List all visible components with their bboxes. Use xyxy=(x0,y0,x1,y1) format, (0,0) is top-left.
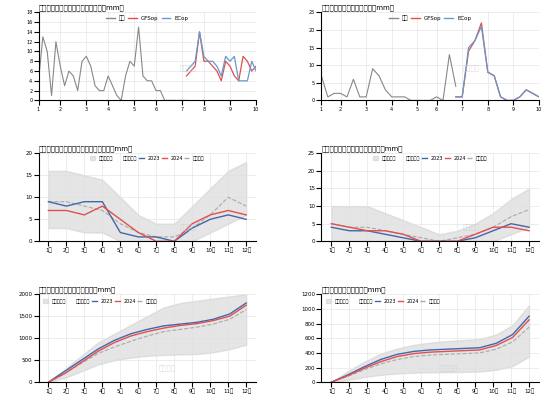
Text: 巴西马托格罗索州十天移动平均降雨量（mm）: 巴西马托格罗索州十天移动平均降雨量（mm） xyxy=(39,145,133,152)
Legend: 历史最高值, 历史最低值, 2023, 2024, 历史均值: 历史最高值, 历史最低值, 2023, 2024, 历史均值 xyxy=(88,154,207,163)
Text: 巴西马托格罗索州累计降雨量（mm）: 巴西马托格罗索州累计降雨量（mm） xyxy=(39,286,116,293)
Text: 巴西巴伊亚十天移动平均降雨量（mm）: 巴西巴伊亚十天移动平均降雨量（mm） xyxy=(321,145,403,152)
Text: 大地期货: 大地期货 xyxy=(180,65,197,71)
Text: 大地期货: 大地期货 xyxy=(463,223,480,230)
Legend: 历史最高值, 历史最低值, 2023, 2024, 历史均值: 历史最高值, 历史最低值, 2023, 2024, 历史均值 xyxy=(324,297,443,305)
Text: 大地期货: 大地期货 xyxy=(180,223,197,230)
Legend: 历史, GFSop, ECop: 历史, GFSop, ECop xyxy=(104,13,190,23)
Legend: 历史, GFSop, ECop: 历史, GFSop, ECop xyxy=(387,13,474,23)
Legend: 历史最高值, 历史最低值, 2023, 2024, 历史均值: 历史最高值, 历史最低值, 2023, 2024, 历史均值 xyxy=(371,154,490,163)
Text: 大地期货: 大地期货 xyxy=(158,364,175,371)
Text: 巴西马托格罗索州预测平均降雨量（mm）: 巴西马托格罗索州预测平均降雨量（mm） xyxy=(39,5,124,11)
Text: 巴西巴伊亚预测平均降雨量（mm）: 巴西巴伊亚预测平均降雨量（mm） xyxy=(321,5,394,11)
Legend: 历史最高值, 历史最低值, 2023, 2024, 历史均值: 历史最高值, 历史最低值, 2023, 2024, 历史均值 xyxy=(41,297,159,305)
Text: 大地期货: 大地期货 xyxy=(441,364,458,371)
Text: 大地期货: 大地期货 xyxy=(463,65,480,71)
Text: 巴西巴伊亚累计降雨量（mm）: 巴西巴伊亚累计降雨量（mm） xyxy=(321,286,386,293)
